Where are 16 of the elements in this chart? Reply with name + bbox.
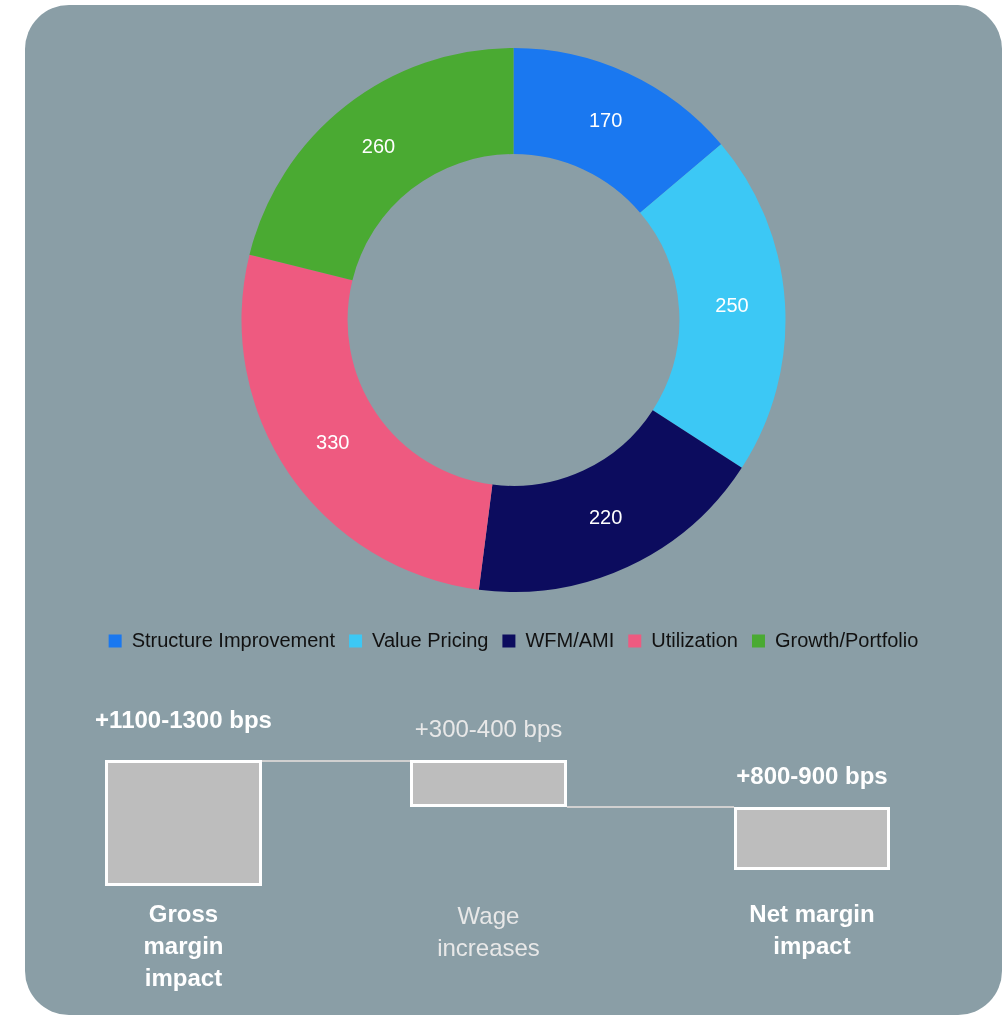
data-label: 170	[588, 108, 623, 131]
legend-label: Utilization	[651, 628, 738, 651]
legend-label: Growth/Portfolio	[774, 628, 919, 651]
text: +300-400 bps	[413, 714, 564, 744]
text: Wage increases	[436, 901, 541, 963]
data-label: 220	[588, 506, 623, 529]
data-label: 250	[715, 293, 749, 316]
legend-label: WFM/AMI	[525, 628, 615, 651]
data-label: 260	[361, 135, 396, 158]
text: +800-900 bps	[735, 761, 889, 791]
text: Net margin impact	[748, 899, 876, 961]
text: +1100-1300 bps	[94, 705, 273, 735]
data-label: 330	[316, 431, 350, 454]
text: Gross margin impact	[142, 899, 225, 993]
legend-label: Structure Improvement	[131, 628, 336, 651]
legend-label: Value Pricing	[372, 628, 489, 651]
